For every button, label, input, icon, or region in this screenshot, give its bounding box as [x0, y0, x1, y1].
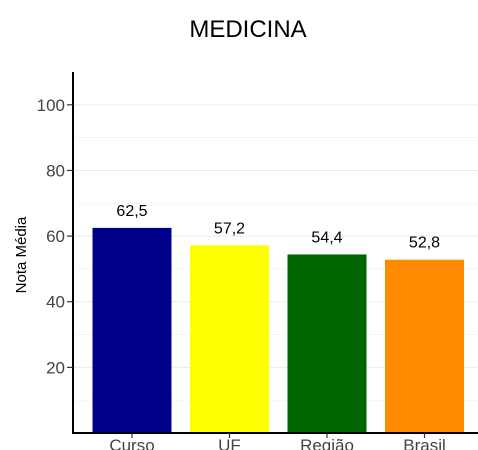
- axes: [72, 72, 478, 434]
- chart-title: MEDICINA: [189, 16, 306, 43]
- data-label: 57,2: [214, 220, 245, 237]
- bar-uf: [190, 245, 269, 433]
- data-label: 54,4: [311, 229, 342, 246]
- data-label: 62,5: [116, 203, 147, 220]
- x-tick-label: Brasil: [403, 436, 446, 450]
- bar-brasil: [385, 259, 464, 433]
- data-label: 52,8: [409, 235, 440, 252]
- x-tick-label: Curso: [109, 436, 154, 450]
- y-axis-label: Nota Média: [13, 216, 30, 293]
- x-tick-label: UF: [218, 436, 241, 450]
- y-tick-label: 100: [37, 96, 65, 115]
- y-tick-label: 20: [46, 358, 65, 377]
- bar-região: [287, 254, 367, 433]
- y-ticks: 20 40 60 80 100: [37, 96, 73, 377]
- x-ticks: Curso UF Região Brasil: [109, 433, 446, 450]
- bar-curso: [92, 227, 172, 433]
- x-tick-label: Região: [300, 436, 354, 450]
- y-tick-label: 40: [46, 293, 65, 312]
- y-tick-label: 80: [46, 161, 65, 180]
- y-tick-label: 60: [46, 227, 65, 246]
- data-labels: 62,5 57,2 54,4 52,8: [116, 203, 440, 252]
- bars: [92, 227, 464, 433]
